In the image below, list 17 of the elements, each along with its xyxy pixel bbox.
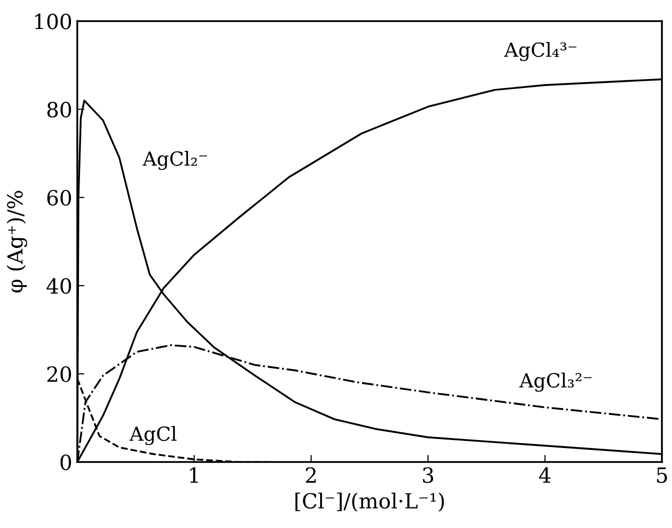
y-tick-label: 60 [47, 190, 72, 206]
x-tick-label: 3 [423, 467, 434, 483]
y-tick-label: 80 [47, 102, 72, 118]
x-axis-title: [Cl⁻]/(mol·L⁻¹) [295, 492, 444, 512]
annotation: AgCl₂⁻ [142, 150, 208, 170]
y-tick-label: 0 [60, 454, 72, 470]
y-axis-title: φ (Ag⁺)/% [6, 190, 28, 292]
annotation: AgCl [129, 426, 176, 446]
x-tick-label: 4 [539, 467, 551, 483]
y-tick-label: 100 [35, 14, 72, 30]
y-tick-label: 40 [46, 278, 72, 294]
x-tick-label: 5 [657, 468, 667, 483]
y-tick-label: 20 [47, 366, 72, 382]
annotation: AgCl₃²⁻ [519, 372, 592, 392]
x-tick-label: 2 [306, 467, 316, 483]
annotation: AgCl₄³⁻ [504, 42, 576, 62]
x-tick-label: 1 [190, 467, 198, 483]
